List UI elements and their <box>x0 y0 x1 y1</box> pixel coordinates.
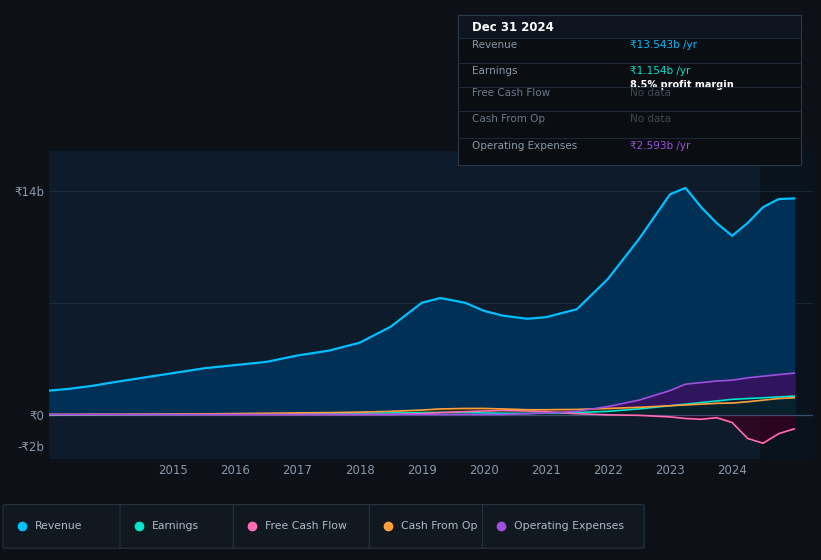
Text: Operating Expenses: Operating Expenses <box>472 141 577 151</box>
Text: Earnings: Earnings <box>472 66 517 76</box>
FancyBboxPatch shape <box>233 505 374 548</box>
Text: Earnings: Earnings <box>152 521 199 531</box>
Bar <box>760 151 813 459</box>
FancyBboxPatch shape <box>3 505 126 548</box>
Text: Free Cash Flow: Free Cash Flow <box>472 88 550 98</box>
FancyBboxPatch shape <box>120 505 238 548</box>
Text: ₹13.543b /yr: ₹13.543b /yr <box>630 40 697 50</box>
Text: Revenue: Revenue <box>472 40 517 50</box>
Text: ₹2.593b /yr: ₹2.593b /yr <box>630 141 690 151</box>
Text: 8.5% profit margin: 8.5% profit margin <box>630 81 733 90</box>
Text: No data: No data <box>630 88 671 98</box>
Text: No data: No data <box>630 114 671 124</box>
Text: Revenue: Revenue <box>34 521 82 531</box>
Text: Free Cash Flow: Free Cash Flow <box>265 521 347 531</box>
Text: ₹1.154b /yr: ₹1.154b /yr <box>630 66 690 76</box>
FancyBboxPatch shape <box>369 505 488 548</box>
Text: Cash From Op: Cash From Op <box>472 114 545 124</box>
Text: Operating Expenses: Operating Expenses <box>514 521 624 531</box>
Text: Cash From Op: Cash From Op <box>401 521 478 531</box>
Text: Dec 31 2024: Dec 31 2024 <box>472 21 553 34</box>
Bar <box>458 15 801 39</box>
FancyBboxPatch shape <box>483 505 644 548</box>
